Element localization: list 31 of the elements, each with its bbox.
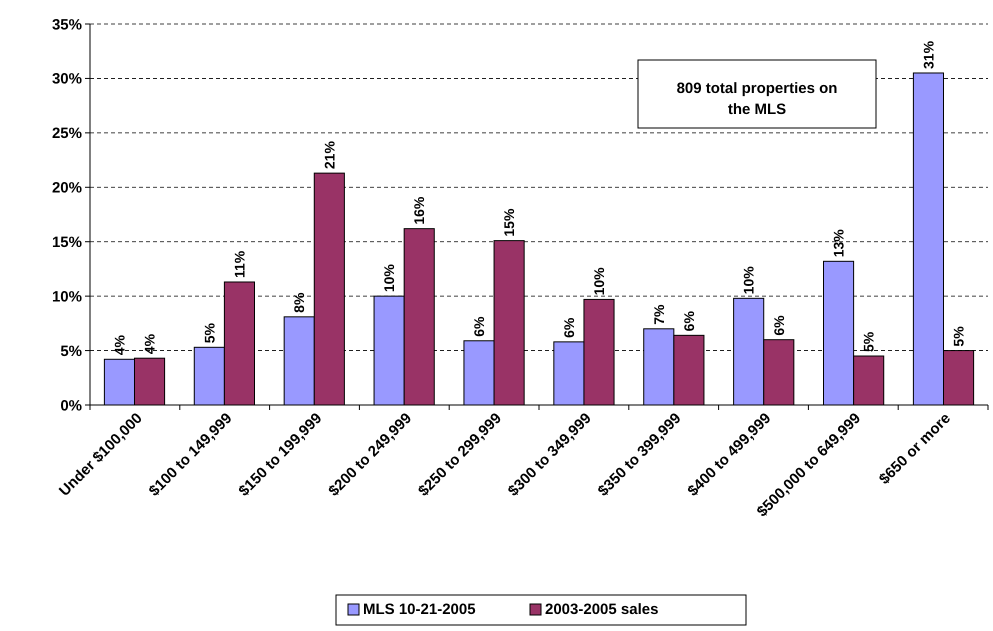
data-label: 7% xyxy=(650,304,667,325)
annotation: 809 total properties on the MLS xyxy=(676,80,838,118)
data-label: 31% xyxy=(920,40,936,69)
y-tick-label: 5% xyxy=(60,342,82,360)
y-tick-label: 30% xyxy=(52,70,82,88)
data-label: 6% xyxy=(471,316,487,337)
data-label: 21% xyxy=(321,140,338,170)
y-tick-label: 15% xyxy=(52,234,82,251)
data-label: 10% xyxy=(381,264,398,292)
data-label: 13% xyxy=(830,228,847,258)
y-tick-label: 25% xyxy=(52,125,82,142)
legend-label: MLS 10-21-2005 xyxy=(363,601,476,618)
data-label: 11% xyxy=(231,250,248,278)
legend-label: 2003-2005 sales xyxy=(545,601,658,618)
data-label: 8% xyxy=(291,292,308,313)
data-label: 10% xyxy=(591,266,607,296)
data-label: 6% xyxy=(560,317,577,338)
data-label: 16% xyxy=(411,196,428,225)
data-label: 4% xyxy=(142,333,158,354)
data-label: 5% xyxy=(201,322,218,344)
data-label: 15% xyxy=(501,208,518,237)
y-tick-label: 10% xyxy=(52,288,82,306)
data-label: 10% xyxy=(740,266,757,294)
data-label: 5% xyxy=(860,331,877,352)
y-tick-label: 20% xyxy=(52,180,82,197)
data-label: 4% xyxy=(111,334,128,356)
data-label: 5% xyxy=(950,326,967,347)
y-tick-label: 35% xyxy=(52,16,82,34)
data-label: 6% xyxy=(680,310,697,332)
data-label: 6% xyxy=(770,314,787,336)
y-tick-label: 0% xyxy=(60,397,82,414)
